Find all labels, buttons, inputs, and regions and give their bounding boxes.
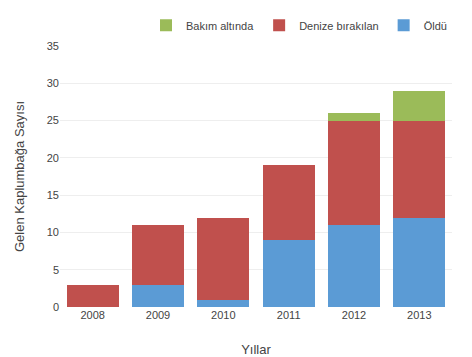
svg-text:30: 30 [47,77,59,89]
svg-text:2013: 2013 [407,309,431,321]
svg-text:2008: 2008 [80,309,104,321]
svg-text:20: 20 [47,152,59,164]
svg-text:10: 10 [47,226,59,238]
svg-text:35: 35 [47,40,59,52]
svg-text:0: 0 [53,301,59,313]
svg-text:Gelen Kaplumbağa Sayısı: Gelen Kaplumbağa Sayısı [12,101,27,252]
svg-text:2011: 2011 [277,309,301,321]
svg-text:25: 25 [47,114,59,126]
svg-text:2010: 2010 [211,309,235,321]
svg-text:Bakım altında: Bakım altında [186,20,254,32]
svg-text:2009: 2009 [146,309,170,321]
svg-text:Yıllar: Yıllar [241,342,271,357]
svg-text:15: 15 [47,189,59,201]
svg-text:5: 5 [53,264,59,276]
svg-text:2012: 2012 [342,309,366,321]
svg-text:Denize bırakılan: Denize bırakılan [299,20,379,32]
svg-text:Öldü: Öldü [424,20,447,32]
